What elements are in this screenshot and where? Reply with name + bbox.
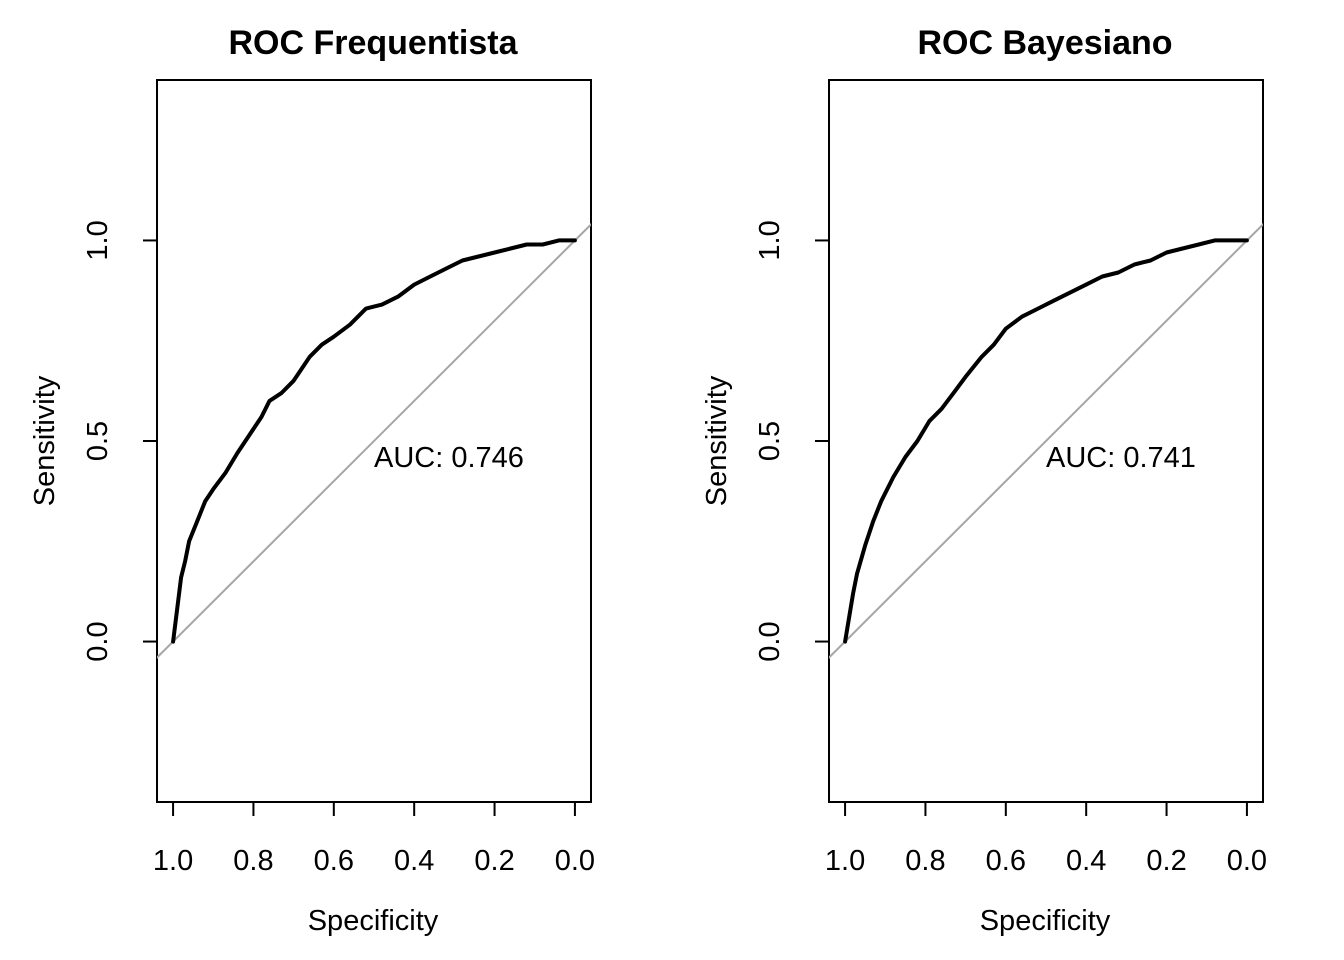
roc-panel-frequentista: ROC Frequentista 1.0 0.8 0.6 0.4 0.2 0.0 0.0 0.… <box>29 24 595 937</box>
x-tick-label: 1.0 <box>153 845 193 877</box>
y-tick-label: 0.0 <box>82 621 114 661</box>
x-axis-label: Specificity <box>308 905 439 937</box>
x-tick-label: 0.4 <box>394 845 434 877</box>
tick-group: 1.0 0.8 0.6 0.4 0.2 0.0 0.0 0.5 1.0 <box>82 220 595 877</box>
x-tick-label: 0.8 <box>905 845 945 877</box>
x-tick-label: 0.2 <box>1146 845 1186 877</box>
roc-panel-bayesiano: ROC Bayesiano 1.0 0.8 0.6 0.4 0.2 0.00.00.51.… <box>701 24 1267 937</box>
y-tick-label: 0.0 <box>754 621 786 661</box>
roc-curve <box>171 238 577 644</box>
roc-curve <box>843 238 1249 644</box>
chart-title: ROC Frequentista <box>228 24 518 62</box>
x-axis-label: Specificity <box>980 905 1111 937</box>
auc-annotation: AUC: 0.746 <box>374 442 524 474</box>
y-tick-label: 1.0 <box>82 220 114 260</box>
x-tick-label: 0.8 <box>233 845 273 877</box>
x-tick-label: 0.6 <box>314 845 354 877</box>
auc-annotation: AUC: 0.741 <box>1046 442 1196 474</box>
x-tick-label: 0.4 <box>1066 845 1106 877</box>
x-tick-label: 0.2 <box>474 845 514 877</box>
y-tick-label: 0.5 <box>82 421 114 461</box>
x-tick-label: 0.0 <box>1227 845 1267 877</box>
x-tick-label: 0.0 <box>555 845 595 877</box>
x-tick-label: 1.0 <box>825 845 865 877</box>
y-axis-label: Sensitivity <box>29 375 61 506</box>
plot-area <box>829 222 1263 660</box>
y-tick-label: 0.5 <box>754 421 786 461</box>
reference-diagonal <box>157 222 591 660</box>
plot-area <box>157 222 591 660</box>
reference-diagonal <box>829 222 1263 660</box>
chart-title: ROC Bayesiano <box>917 24 1172 62</box>
y-axis-label: Sensitivity <box>701 375 733 506</box>
y-tick-label: 1.0 <box>754 220 786 260</box>
tick-group: 1.0 0.8 0.6 0.4 0.2 0.0 0.0 0.5 1.0 <box>754 220 1267 877</box>
x-tick-label: 0.6 <box>986 845 1026 877</box>
